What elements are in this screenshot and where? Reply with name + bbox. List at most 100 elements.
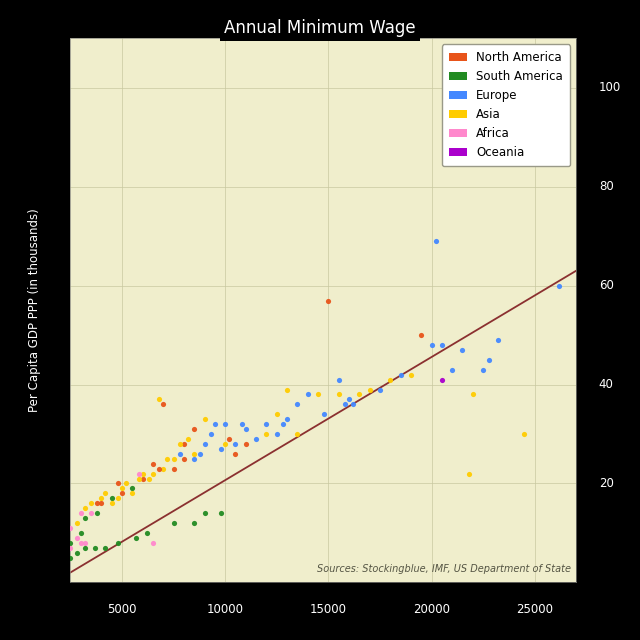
Point: [292, 399, 303, 410]
Point: [431, 236, 441, 246]
Point: [80, 503, 90, 513]
Point: [65, 552, 76, 563]
Point: [148, 538, 158, 548]
Point: [35, 552, 45, 563]
Point: [65, 523, 76, 533]
Point: [72, 532, 82, 543]
Text: Sources: Stockingblue, IMF, US Department of State: Sources: Stockingblue, IMF, US Departmen…: [317, 564, 571, 574]
Point: [117, 483, 127, 493]
Point: [200, 439, 210, 449]
Point: [348, 399, 358, 410]
Point: [49, 543, 59, 553]
Point: [47, 557, 57, 568]
Point: [200, 414, 210, 424]
Point: [478, 365, 488, 375]
Point: [525, 83, 536, 93]
Text: 80: 80: [599, 180, 614, 193]
Point: [106, 498, 116, 508]
Point: [189, 518, 199, 528]
Point: [154, 463, 164, 474]
Point: [106, 493, 116, 504]
Point: [26, 568, 36, 578]
Point: [72, 548, 82, 558]
Point: [32, 557, 42, 568]
Point: [80, 543, 90, 553]
Point: [47, 548, 57, 558]
Point: [59, 538, 69, 548]
Point: [375, 385, 385, 395]
Point: [36, 552, 47, 563]
Text: Annual Minimum Wage: Annual Minimum Wage: [224, 19, 416, 37]
Point: [138, 468, 148, 479]
Text: 15000: 15000: [310, 603, 347, 616]
Point: [271, 409, 282, 419]
Point: [468, 389, 478, 399]
Point: [179, 454, 189, 464]
Point: [131, 532, 141, 543]
Point: [35, 557, 45, 568]
Point: [436, 374, 447, 385]
Point: [282, 414, 292, 424]
Point: [138, 474, 148, 484]
Point: [113, 478, 123, 488]
Point: [416, 330, 426, 340]
Point: [92, 498, 102, 508]
Point: [113, 538, 123, 548]
Point: [175, 449, 185, 459]
Point: [76, 538, 86, 548]
Point: [163, 454, 173, 464]
Point: [90, 543, 100, 553]
Point: [30, 563, 40, 573]
Point: [354, 389, 364, 399]
Point: [216, 508, 226, 518]
Point: [251, 434, 261, 444]
Point: [86, 498, 96, 508]
Point: [55, 543, 65, 553]
Point: [53, 543, 63, 553]
Point: [210, 419, 220, 429]
Point: [241, 439, 251, 449]
Point: [278, 419, 288, 429]
Point: [319, 409, 330, 419]
Text: 10000: 10000: [207, 603, 244, 616]
Point: [45, 552, 55, 563]
Point: [261, 429, 271, 439]
Point: [76, 528, 86, 538]
Point: [175, 439, 185, 449]
Point: [168, 463, 179, 474]
Point: [261, 419, 271, 429]
Point: [179, 439, 189, 449]
Text: Per Capita GDP PPP (in thousands): Per Capita GDP PPP (in thousands): [28, 209, 42, 412]
Point: [365, 385, 375, 395]
Point: [396, 369, 406, 380]
Point: [47, 552, 57, 563]
Point: [183, 434, 193, 444]
Point: [40, 548, 51, 558]
Point: [133, 468, 143, 479]
Point: [121, 478, 131, 488]
Point: [241, 424, 251, 434]
Point: [36, 557, 47, 568]
Point: [271, 429, 282, 439]
Point: [224, 434, 234, 444]
Point: [38, 552, 49, 563]
Point: [220, 439, 230, 449]
Point: [40, 563, 51, 573]
Point: [158, 463, 168, 474]
Point: [72, 518, 82, 528]
Point: [200, 508, 210, 518]
Point: [168, 518, 179, 528]
Point: [484, 355, 495, 365]
Point: [45, 543, 55, 553]
Point: [24, 572, 35, 582]
Point: [458, 345, 468, 355]
Point: [340, 399, 350, 410]
Text: 5000: 5000: [108, 603, 137, 616]
Point: [117, 488, 127, 499]
Point: [86, 508, 96, 518]
Point: [333, 389, 344, 399]
Point: [230, 439, 241, 449]
Point: [43, 532, 53, 543]
Point: [447, 365, 458, 375]
Point: [100, 488, 111, 499]
